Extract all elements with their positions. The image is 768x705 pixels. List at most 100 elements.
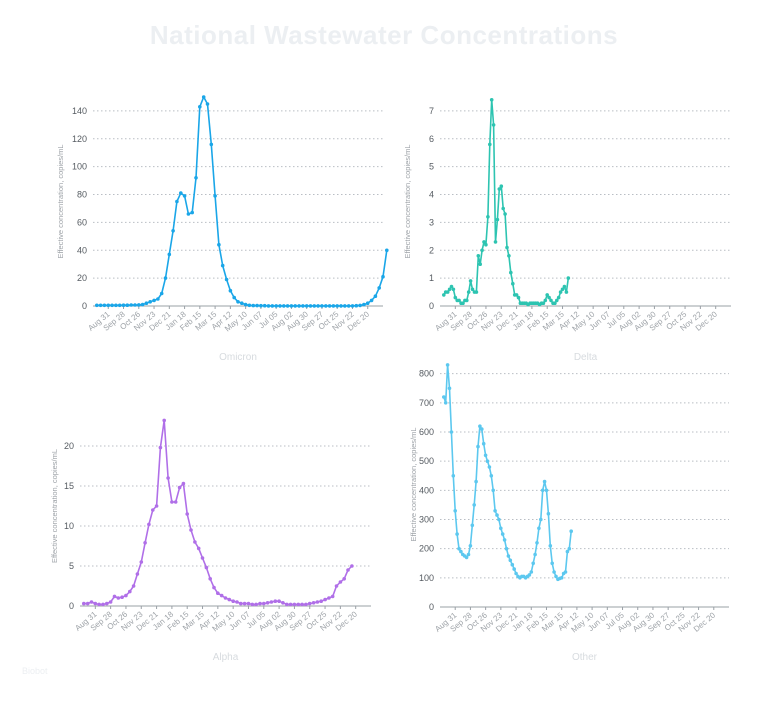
data-point	[250, 602, 255, 607]
data-point	[509, 270, 513, 275]
series-line	[443, 99, 570, 306]
y-tick-label: 60	[77, 217, 87, 227]
data-point	[327, 304, 332, 308]
data-point	[235, 600, 239, 604]
data-point	[304, 602, 308, 607]
data-point	[377, 286, 382, 290]
data-point	[201, 95, 206, 99]
data-point	[511, 281, 515, 286]
data-point	[242, 601, 247, 606]
data-point	[128, 589, 132, 594]
data-point	[120, 595, 124, 599]
data-point	[537, 526, 541, 531]
y-tick-label: 0	[69, 601, 74, 611]
data-point	[365, 301, 370, 306]
data-point	[540, 488, 545, 493]
data-point	[476, 444, 480, 449]
data-point	[106, 303, 111, 308]
data-point	[319, 599, 324, 603]
data-point	[101, 602, 105, 607]
y-tick-label: 0	[429, 301, 434, 311]
data-point	[484, 242, 488, 247]
data-point	[209, 142, 214, 147]
data-point	[131, 584, 136, 588]
data-point	[493, 509, 497, 513]
data-point	[124, 593, 128, 598]
data-point	[173, 500, 178, 504]
data-point	[156, 297, 160, 301]
data-point	[110, 303, 114, 308]
data-point	[497, 517, 501, 522]
data-point	[262, 601, 266, 606]
data-point	[254, 602, 258, 607]
data-point	[327, 596, 331, 600]
y-tick-label: 2	[429, 245, 434, 255]
data-point	[143, 541, 147, 545]
data-point	[259, 303, 263, 308]
y-tick-label: 0	[82, 301, 87, 311]
data-point	[227, 597, 232, 602]
data-point	[255, 303, 259, 308]
y-tick-label: 300	[419, 515, 434, 525]
data-point	[453, 295, 458, 300]
data-point	[480, 248, 484, 253]
data-point	[335, 304, 340, 308]
y-tick-label: 5	[429, 162, 434, 172]
y-tick-label: 500	[419, 456, 434, 466]
chart-title: Alpha	[213, 652, 239, 663]
data-point	[445, 290, 450, 294]
data-point	[354, 303, 359, 308]
data-point	[97, 602, 101, 607]
y-tick-label: 200	[419, 544, 434, 554]
data-point	[139, 560, 144, 564]
data-point	[449, 430, 454, 434]
y-tick-label: 80	[77, 190, 87, 200]
data-point	[258, 601, 262, 606]
y-tick-label: 6	[429, 134, 434, 144]
data-point	[346, 568, 350, 572]
data-point	[154, 504, 159, 508]
data-point	[457, 298, 461, 303]
y-tick-label: 600	[419, 427, 434, 437]
data-point	[487, 465, 492, 469]
data-point	[461, 301, 465, 306]
data-point	[147, 522, 151, 527]
data-point	[270, 304, 275, 308]
data-point	[185, 512, 189, 516]
data-point	[312, 304, 317, 308]
data-point	[560, 287, 565, 292]
data-point	[159, 291, 164, 296]
data-point	[194, 176, 198, 180]
data-point	[137, 303, 141, 307]
data-point	[501, 206, 506, 211]
data-point	[108, 600, 113, 604]
data-point	[251, 303, 256, 308]
data-point	[464, 555, 469, 560]
data-point	[246, 601, 251, 606]
data-point	[158, 445, 163, 450]
series-line	[443, 364, 572, 581]
data-point	[129, 303, 133, 307]
data-point	[514, 293, 519, 297]
data-point	[489, 474, 494, 478]
data-point	[163, 276, 168, 280]
data-point	[478, 262, 483, 267]
data-point	[459, 549, 463, 554]
data-point	[330, 594, 335, 599]
data-point	[567, 546, 572, 551]
y-tick-label: 100	[419, 573, 434, 583]
data-point	[554, 574, 558, 579]
data-point	[177, 485, 182, 490]
data-point	[273, 599, 278, 603]
data-point	[152, 298, 156, 303]
data-point	[304, 304, 309, 308]
data-point	[170, 500, 174, 504]
data-point	[535, 541, 539, 545]
data-point	[480, 427, 484, 431]
data-point	[502, 538, 507, 542]
data-point	[385, 248, 389, 253]
data-point	[485, 459, 490, 464]
data-point	[563, 570, 568, 574]
data-point	[510, 562, 515, 567]
